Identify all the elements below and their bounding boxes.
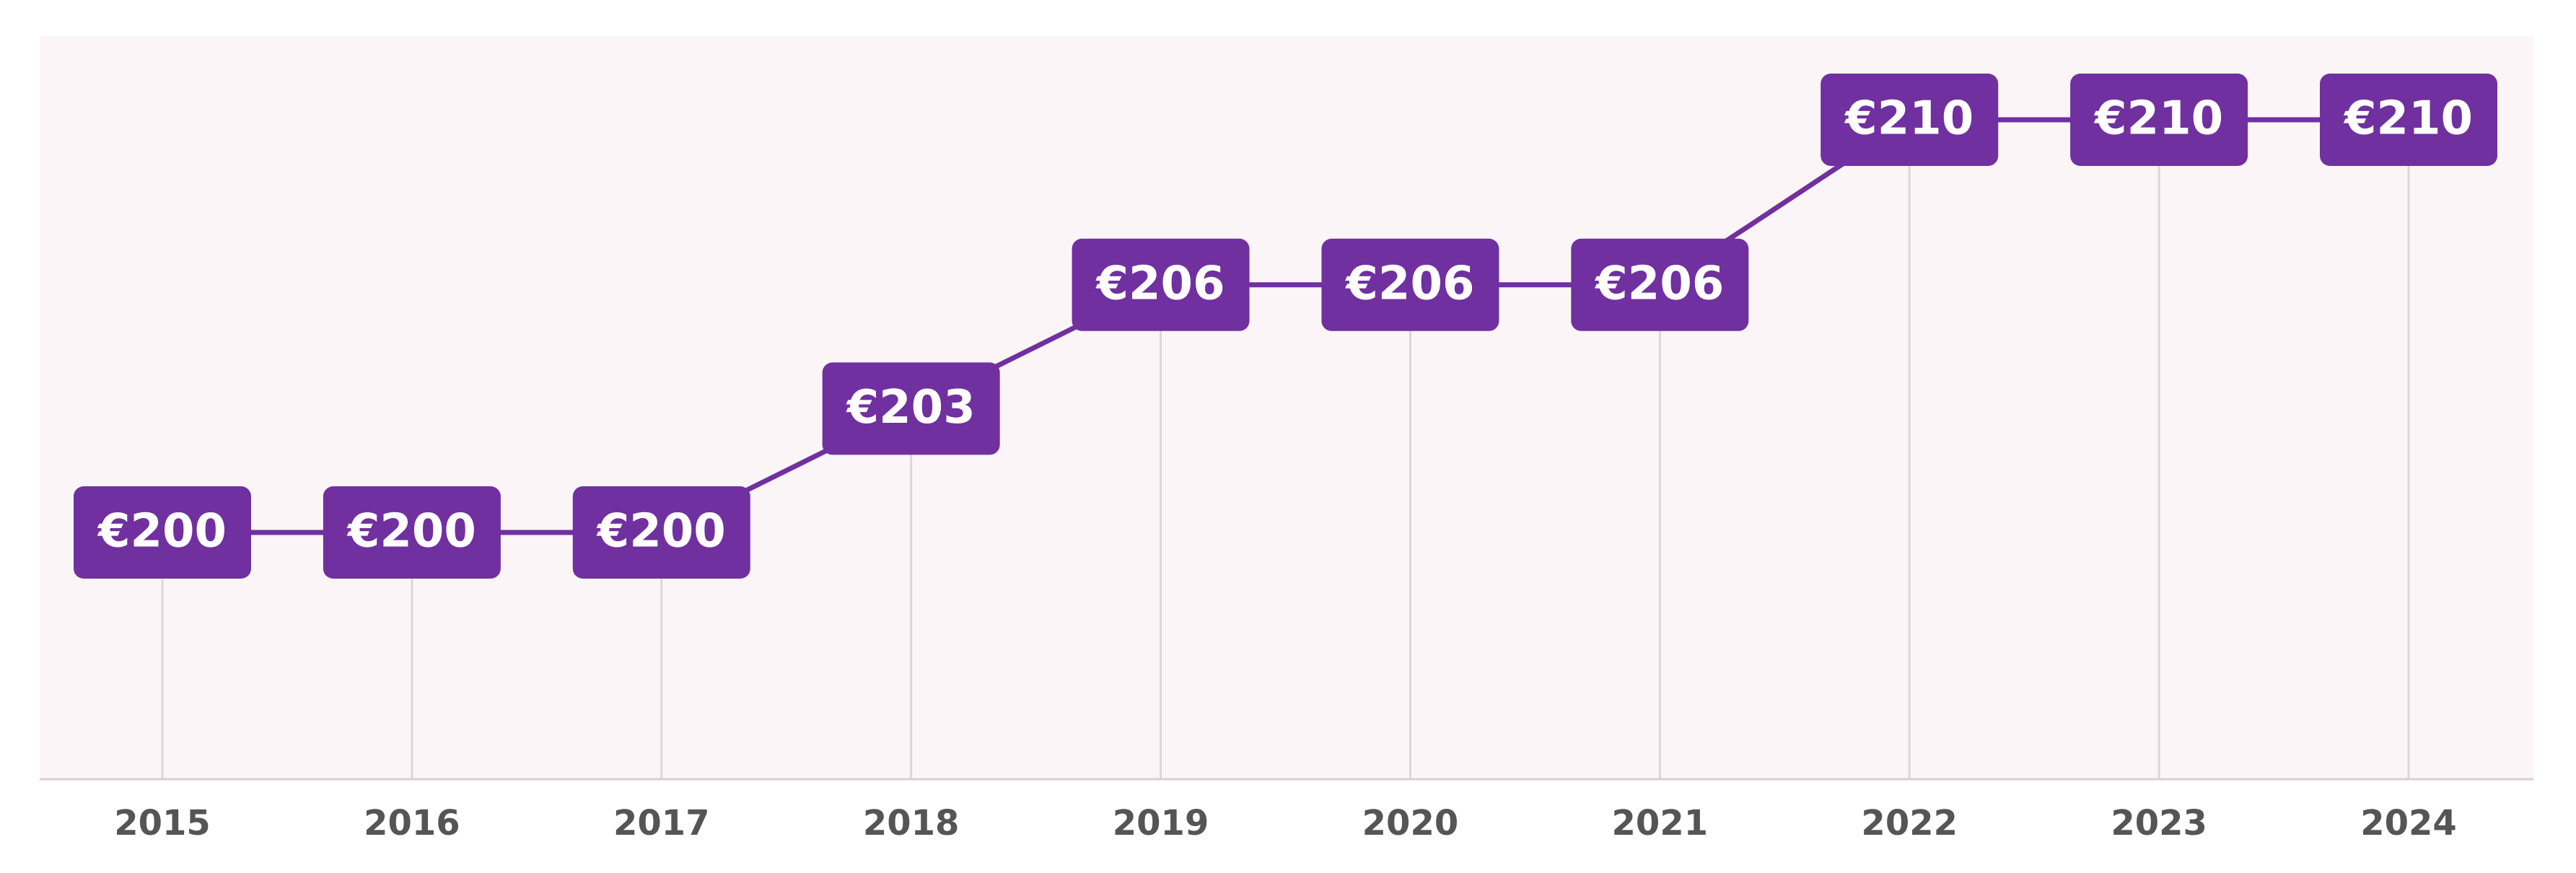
x-tick-label: 2020 — [1362, 803, 1459, 843]
value-box — [1571, 238, 1749, 331]
value-label: €200 — [346, 505, 476, 558]
x-tick-label: 2021 — [1612, 803, 1709, 843]
value-label: €206 — [1095, 257, 1225, 310]
value-box — [323, 486, 501, 579]
x-tick-label: 2015 — [114, 803, 211, 843]
value-label: €210 — [2093, 92, 2223, 146]
value-box — [822, 362, 1000, 455]
value-box — [74, 486, 251, 579]
x-tick-label: 2023 — [2111, 803, 2207, 843]
value-box — [1321, 238, 1499, 331]
x-tick-label: 2019 — [1113, 803, 1209, 843]
value-box — [2070, 74, 2248, 166]
value-label: €206 — [1344, 257, 1474, 310]
x-tick-label: 2018 — [863, 803, 960, 843]
x-tick-label: 2022 — [1861, 803, 1958, 843]
value-label: €206 — [1594, 257, 1724, 310]
value-box — [1072, 238, 1250, 331]
x-tick-label: 2016 — [364, 803, 460, 843]
value-label: €210 — [1844, 92, 1973, 146]
x-tick-label: 2017 — [613, 803, 710, 843]
value-label: €210 — [2343, 92, 2473, 146]
value-label: €203 — [846, 381, 976, 434]
value-label: €200 — [596, 505, 726, 558]
value-box — [572, 486, 750, 579]
value-label: €200 — [97, 505, 227, 558]
x-tick-label: 2024 — [2360, 803, 2457, 843]
line — [162, 117, 2409, 535]
value-box — [2320, 74, 2497, 166]
value-box — [1821, 74, 1999, 166]
